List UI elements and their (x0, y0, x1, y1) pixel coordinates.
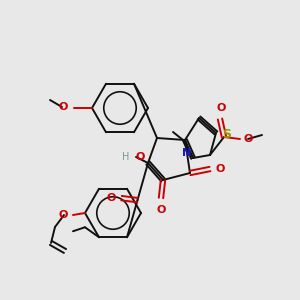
Text: N: N (182, 148, 192, 158)
Text: O: O (106, 193, 116, 203)
Text: O: O (58, 210, 68, 220)
Text: O: O (216, 103, 226, 113)
Text: O: O (58, 102, 68, 112)
Text: O: O (243, 134, 252, 144)
Text: S: S (222, 128, 231, 142)
Text: O: O (135, 152, 144, 162)
Text: H: H (122, 152, 129, 162)
Text: O: O (215, 164, 224, 174)
Text: O: O (156, 205, 166, 215)
